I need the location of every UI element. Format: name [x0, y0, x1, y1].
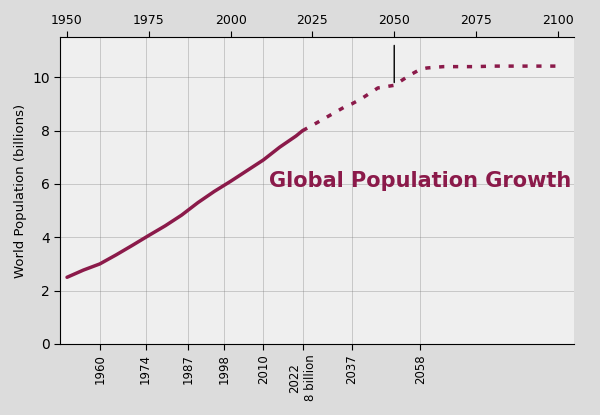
Y-axis label: World Population (billions): World Population (billions) — [14, 104, 27, 278]
Text: Global Population Growth: Global Population Growth — [269, 171, 572, 190]
